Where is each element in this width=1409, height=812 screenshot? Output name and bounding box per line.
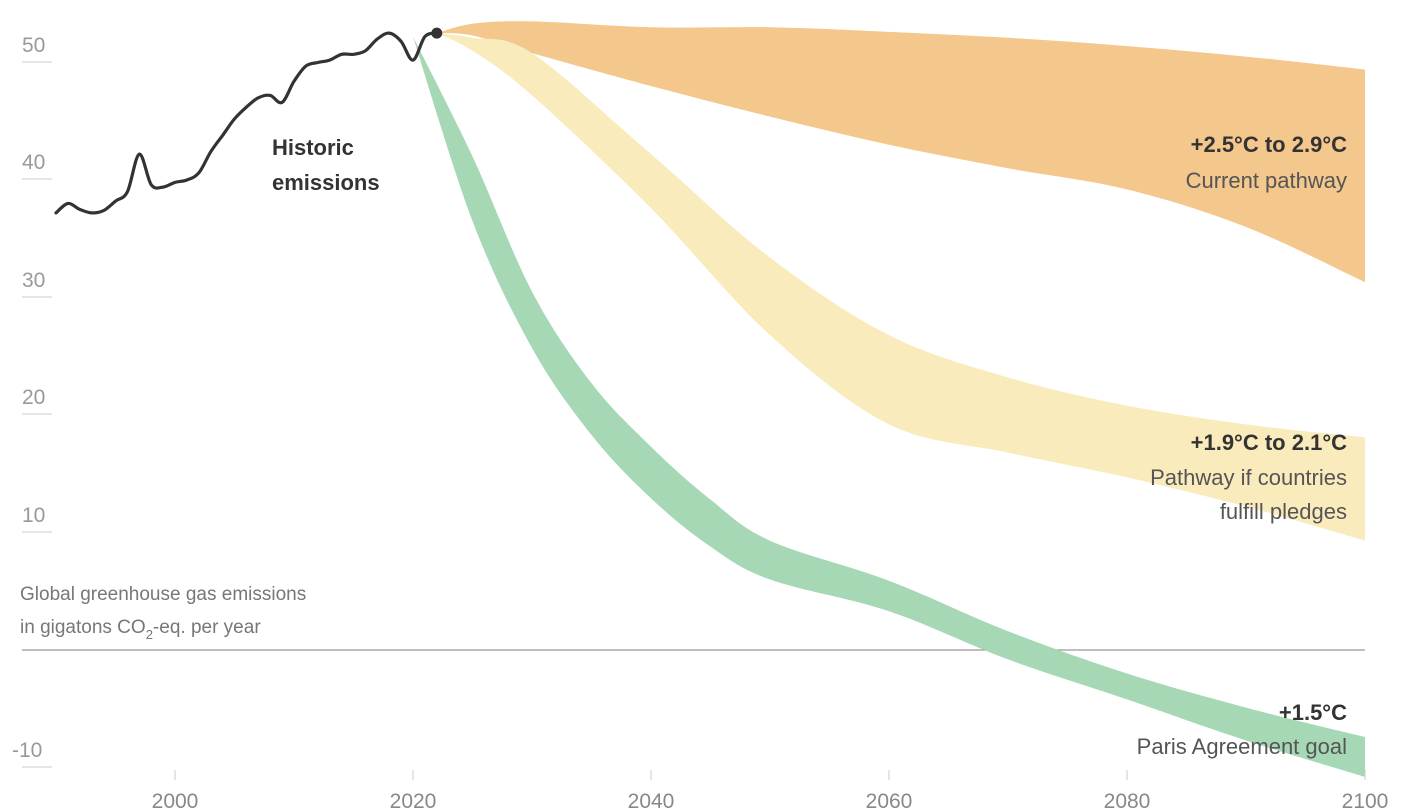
historic-label-line2: emissions — [272, 170, 380, 195]
current-pathway-temp-label: +2.5°C to 2.9°C — [1191, 132, 1347, 157]
x-tick-label: 2080 — [1104, 790, 1151, 812]
x-tick-label: 2040 — [628, 790, 675, 812]
unit-label-line1: Global greenhouse gas emissions — [20, 584, 306, 605]
pledges-temp-label: +1.9°C to 2.1°C — [1191, 430, 1347, 455]
pathway-bands — [413, 21, 1365, 777]
annotations: Historic emissions +2.5°C to 2.9°C Curre… — [272, 132, 1347, 759]
x-axis: 2000 2020 2040 2060 2080 2100 — [152, 770, 1389, 812]
paris-name-label: Paris Agreement goal — [1137, 734, 1347, 759]
current-pathway-band — [436, 21, 1365, 283]
historic-emissions-line — [54, 31, 439, 215]
paris-goal-band — [413, 36, 1365, 777]
y-tick-label: 40 — [22, 151, 45, 174]
x-tick-label: 2020 — [390, 790, 437, 812]
unit-label-line2: in gigatons CO2-eq. per year — [20, 617, 261, 642]
pledges-name-label-line2: fulfill pledges — [1220, 499, 1347, 524]
y-tick-label: 10 — [22, 504, 45, 527]
y-axis: 50 40 30 20 10 -10 — [12, 34, 52, 768]
x-tick-label: 2000 — [152, 790, 199, 812]
current-pathway-name-label: Current pathway — [1186, 168, 1347, 193]
y-tick-label: 20 — [22, 386, 45, 409]
pledges-pathway-band — [436, 33, 1365, 541]
y-tick-label: 50 — [22, 34, 45, 57]
x-tick-label: 2060 — [866, 790, 913, 812]
y-tick-label: 30 — [22, 269, 45, 292]
pledges-name-label-line1: Pathway if countries — [1150, 465, 1347, 490]
historic-end-marker — [431, 27, 443, 39]
historic-label-line1: Historic — [272, 135, 354, 160]
x-tick-label: 2100 — [1342, 790, 1389, 812]
y-tick-label: -10 — [12, 739, 42, 762]
paris-temp-label: +1.5°C — [1279, 700, 1347, 725]
